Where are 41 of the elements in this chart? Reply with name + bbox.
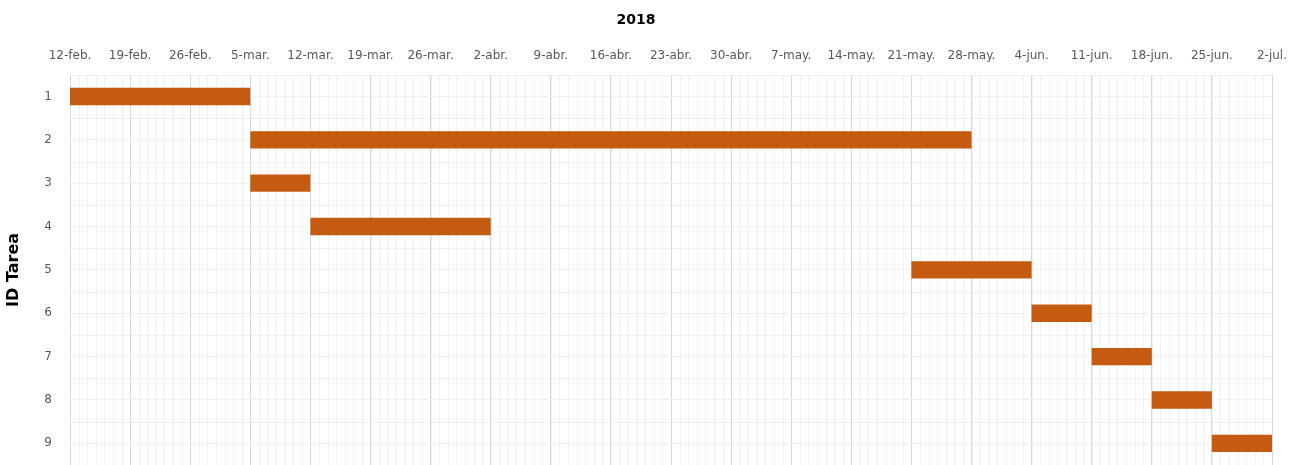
x-tick-label: 18-jun.: [1130, 47, 1173, 62]
x-tick-label: 16-abr.: [589, 47, 633, 62]
x-tick-label: 26-mar.: [407, 47, 454, 62]
x-tick-label: 23-abr.: [649, 47, 693, 62]
bar: [911, 261, 1032, 279]
x-tick-label: 25-jun.: [1190, 47, 1233, 62]
bar: [250, 174, 311, 192]
y-tick-label: 5: [44, 262, 52, 277]
x-tick-label: 11-jun.: [1070, 47, 1113, 62]
chart-title: 2018: [616, 11, 656, 28]
x-tick-label: 2-abr.: [473, 47, 508, 62]
x-tick-label: 4-jun.: [1014, 47, 1049, 62]
bar: [70, 87, 251, 106]
y-axis-title: ID Tarea: [2, 232, 22, 307]
x-tick-label: 5-mar.: [230, 47, 270, 62]
bar: [1211, 434, 1272, 452]
x-tick-label: 14-may.: [827, 47, 876, 62]
y-tick-label: 1: [44, 88, 52, 103]
y-tick-label: 8: [44, 392, 52, 407]
y-tick-label: 3: [44, 175, 52, 190]
x-tick-label: 12-feb.: [48, 47, 92, 62]
x-tick-label: 12-mar.: [287, 47, 334, 62]
bar: [1151, 391, 1212, 409]
x-tick-label: 28-may.: [947, 47, 996, 62]
x-tick-label: 7-may.: [771, 47, 812, 62]
x-tick-label: 2-jul.: [1256, 47, 1288, 62]
x-tick-label: 19-feb.: [108, 47, 152, 62]
y-tick-label: 4: [44, 218, 52, 233]
bar: [310, 217, 491, 236]
y-tick-label: 6: [44, 305, 52, 320]
y-tick-label: 7: [44, 348, 52, 363]
y-tick-label: 9: [44, 435, 52, 450]
x-tick-label: 26-feb.: [168, 47, 212, 62]
x-tick-label: 21-may.: [887, 47, 936, 62]
x-tick-label: 9-abr.: [533, 47, 569, 62]
y-tick-label: 2: [44, 131, 52, 146]
x-tick-label: 19-mar.: [347, 47, 394, 62]
bar: [250, 131, 972, 149]
bar: [1091, 347, 1152, 366]
bar: [1031, 304, 1092, 322]
x-tick-label: 30-abr.: [709, 47, 753, 62]
